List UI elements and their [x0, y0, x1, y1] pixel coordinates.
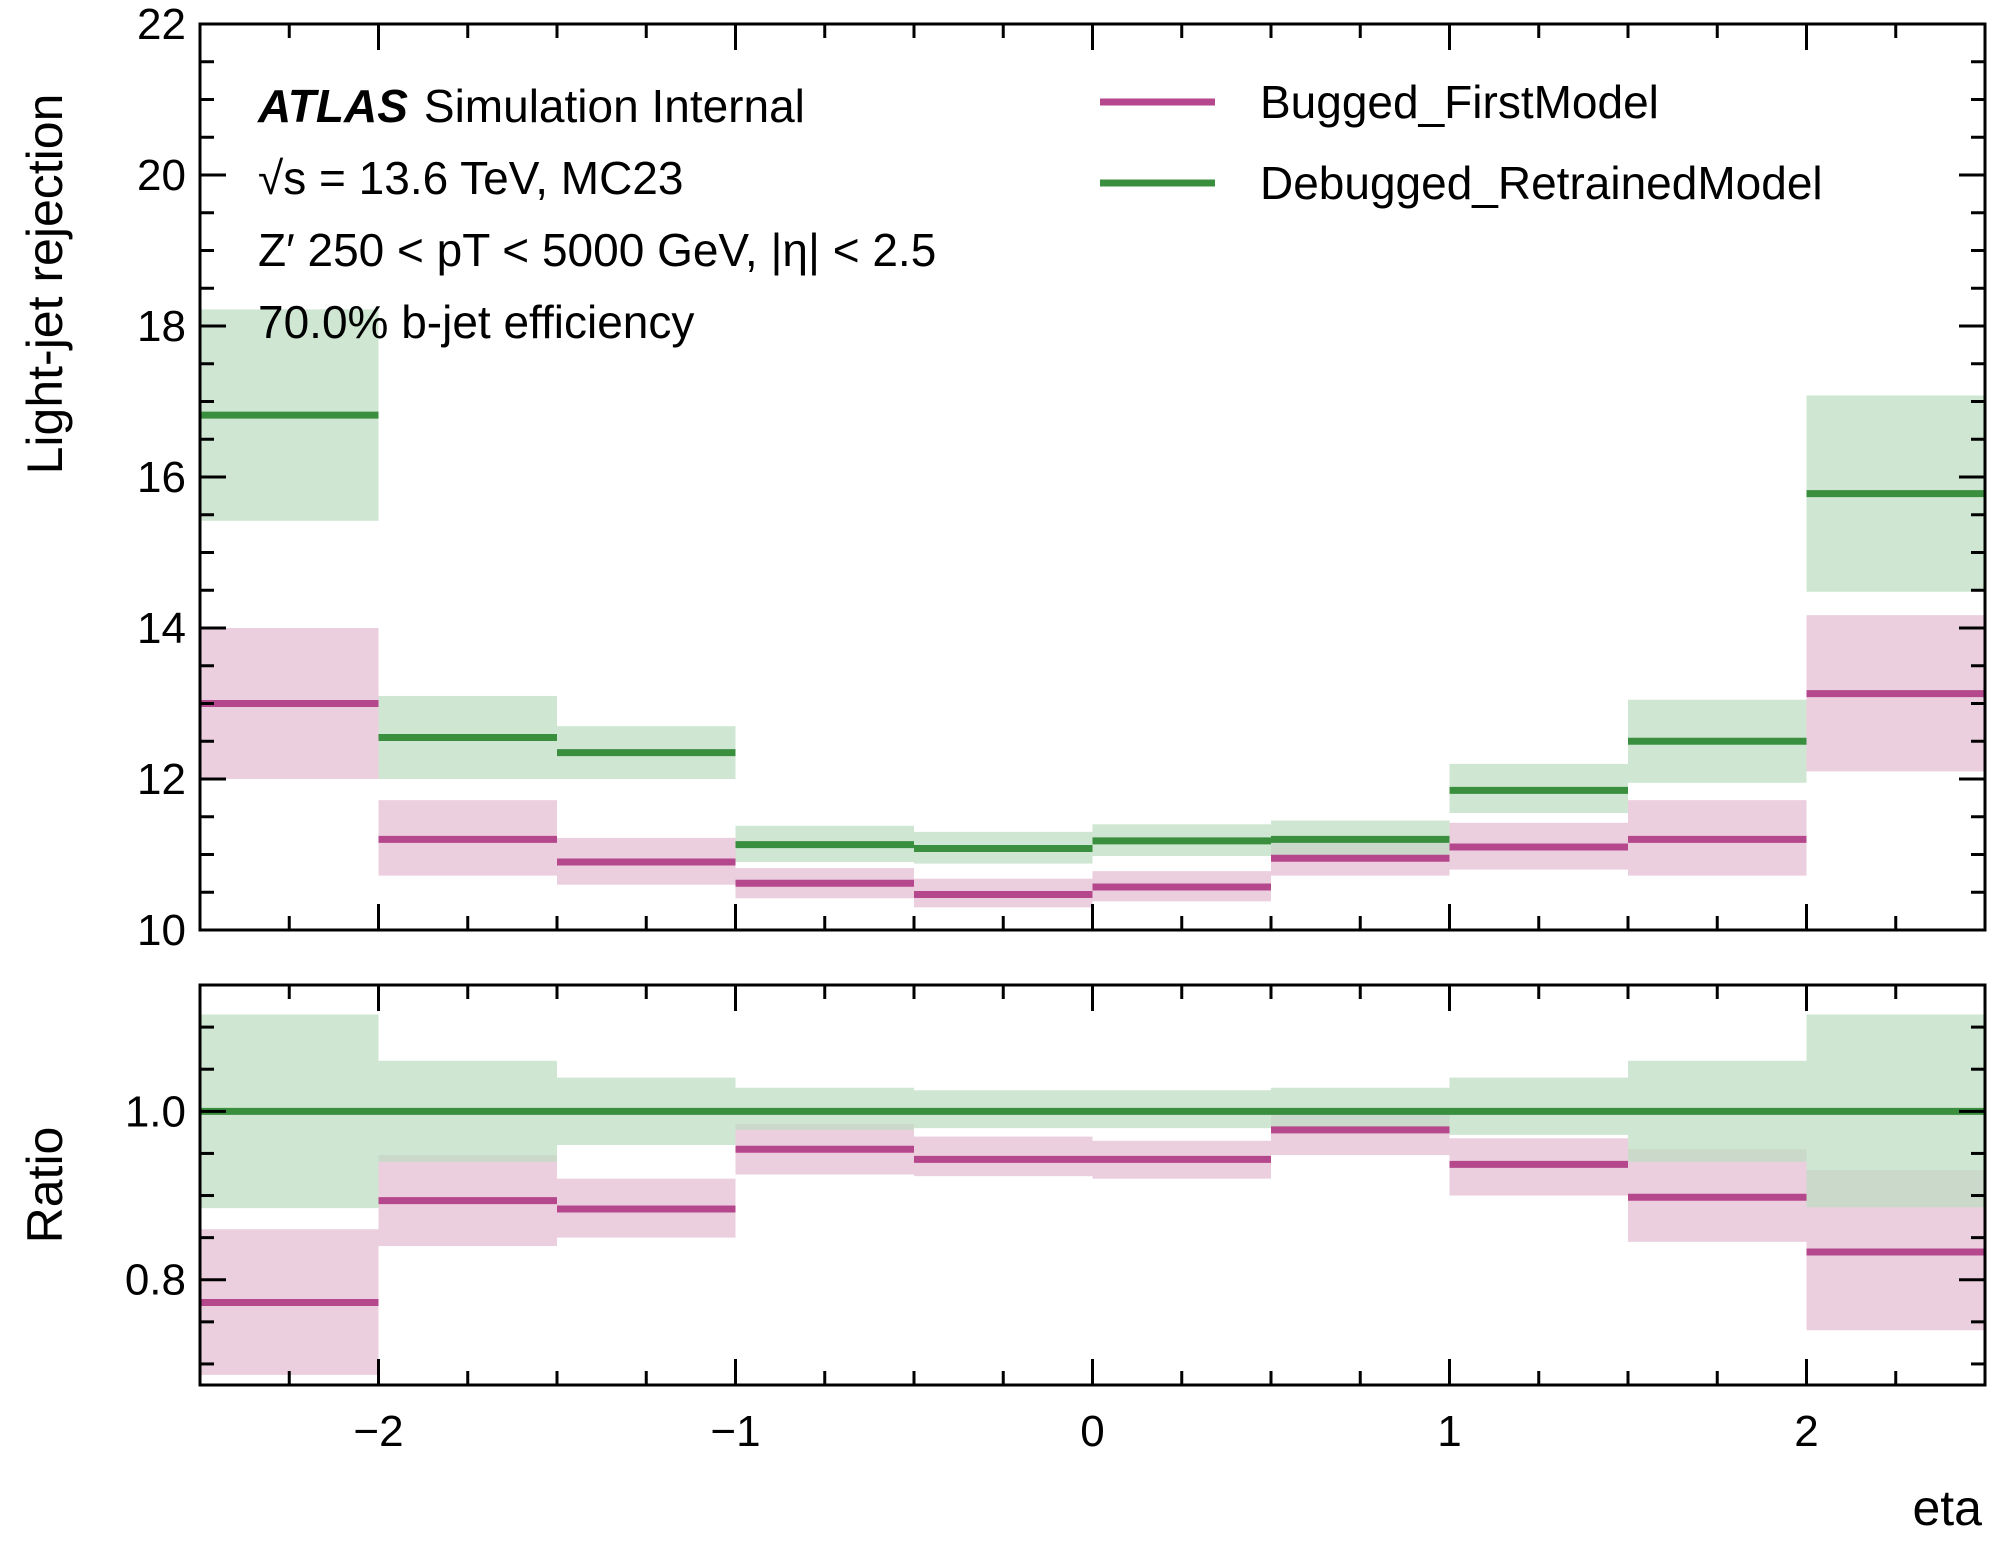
xtick-label-0: −2: [353, 1407, 403, 1456]
bottom-ytick-label-0: 0.8: [125, 1256, 186, 1305]
bottom-ytick-label-1: 1.0: [125, 1087, 186, 1136]
legend: Bugged_FirstModel Debugged_RetrainedMode…: [1100, 76, 1823, 209]
xtick-label-4: 2: [1794, 1407, 1818, 1456]
top-ytick-label-1: 12: [137, 755, 186, 804]
top-y-axis-label: Light-jet rejection: [17, 94, 73, 475]
bottom-y-axis-label: Ratio: [17, 1127, 73, 1244]
energy-line: √s = 13.6 TeV, MC23: [258, 152, 683, 204]
bottom-ytick-labels: 0.8 1.0: [125, 1087, 186, 1304]
top-plot-frame: [198, 22, 1987, 932]
x-axis-label: eta: [1912, 1480, 1982, 1536]
atlas-label: ATLAS: [257, 80, 408, 132]
top-ytick-label-2: 14: [137, 604, 186, 653]
efficiency-line: 70.0% b-jet efficiency: [258, 296, 694, 348]
bottom-panel: 0.8 1.0 −2 −1 0 1 2: [125, 983, 1987, 1456]
simulation-status: Simulation Internal: [424, 80, 805, 132]
top-ytick-labels: 10 12 14 16 18 20 22: [137, 0, 186, 955]
bottom-ticks: [198, 983, 1987, 1385]
top-ytick-label-0: 10: [137, 906, 186, 955]
info-text: ATLAS Simulation Internal √s = 13.6 TeV, …: [257, 80, 936, 348]
bottom-lines: [200, 1107, 1985, 1306]
legend-label-bugged: Bugged_FirstModel: [1260, 76, 1659, 128]
top-bands: [200, 309, 1985, 908]
xtick-label-1: −1: [710, 1407, 760, 1456]
selection-line: Z′ 250 < pT < 5000 GeV, |η| < 2.5: [258, 224, 936, 276]
top-panel: 10 12 14 16 18 20 22: [137, 0, 1987, 955]
top-ytick-label-6: 22: [137, 0, 186, 49]
atlas-label-line: ATLAS Simulation Internal: [257, 80, 805, 132]
xtick-label-3: 1: [1437, 1407, 1461, 1456]
xtick-label-2: 0: [1080, 1407, 1104, 1456]
xtick-labels: −2 −1 0 1 2: [353, 1407, 1818, 1456]
top-ytick-label-3: 16: [137, 453, 186, 502]
top-lines: [200, 411, 1985, 899]
bottom-plot-frame: [198, 983, 1987, 1387]
top-ytick-label-4: 18: [137, 302, 186, 351]
bottom-band-debugged-7: [1449, 1077, 1628, 1135]
legend-label-debugged: Debugged_RetrainedModel: [1260, 157, 1823, 209]
top-ytick-label-5: 20: [137, 151, 186, 200]
